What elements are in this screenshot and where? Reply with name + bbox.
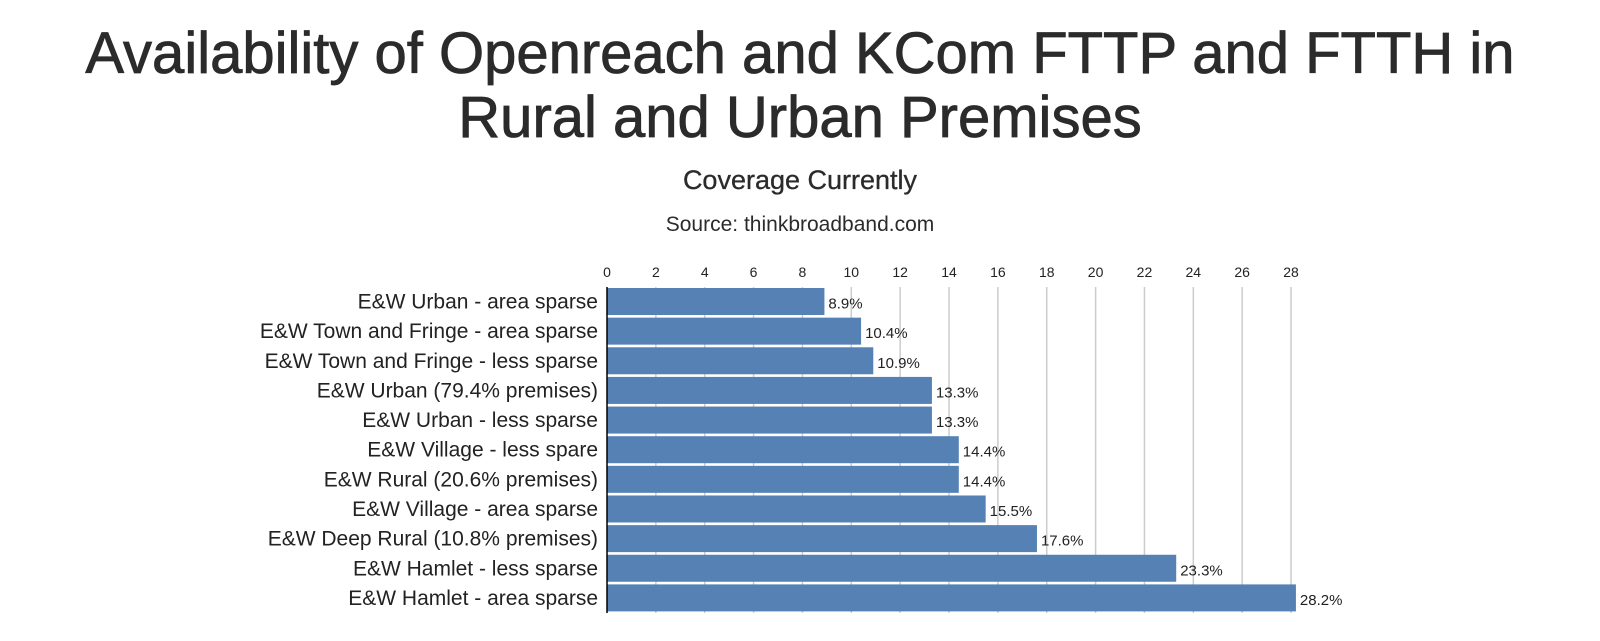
category-label: E&W Town and Fringe - less sparse <box>265 350 598 373</box>
bar <box>607 584 1296 612</box>
bar <box>607 525 1037 553</box>
category-label: E&W Hamlet - less sparse <box>353 557 598 580</box>
chart-title: Availability of Openreach and KCom FTTP … <box>0 21 1600 150</box>
bar <box>607 317 862 345</box>
x-tick-label: 8 <box>799 264 807 280</box>
bar <box>607 436 959 464</box>
data-label: 10.4% <box>865 325 908 342</box>
x-tick-label: 4 <box>701 264 709 280</box>
category-label: E&W Deep Rural (10.8% premises) <box>268 528 598 551</box>
x-tick-label: 16 <box>990 264 1006 280</box>
data-label: 17.6% <box>1041 533 1084 550</box>
chart-subtitle: Coverage Currently <box>682 165 918 195</box>
bar <box>607 406 932 434</box>
data-label: 10.9% <box>877 355 920 372</box>
category-label: E&W Village - less spare <box>367 439 598 462</box>
data-label: 8.9% <box>828 296 862 313</box>
data-label: 23.3% <box>1180 562 1223 579</box>
category-label: E&W Village - area sparse <box>352 498 598 521</box>
data-label: 13.3% <box>936 414 979 431</box>
x-tick-label: 12 <box>892 264 908 280</box>
bar <box>607 465 959 493</box>
chart-source: Source: thinkbroadband.com <box>665 213 935 236</box>
bar <box>607 495 986 523</box>
category-label: E&W Urban (79.4% premises) <box>317 379 598 402</box>
category-label: E&W Urban - less sparse <box>362 409 598 432</box>
data-label: 13.3% <box>936 384 979 401</box>
data-label: 28.2% <box>1300 592 1343 609</box>
x-tick-label: 28 <box>1283 264 1299 280</box>
chart-title-line-1: Availability of Openreach and KCom FTTP … <box>85 21 1515 86</box>
x-tick-label: 18 <box>1039 264 1055 280</box>
data-label: 14.4% <box>963 473 1006 490</box>
x-tick-label: 22 <box>1137 264 1153 280</box>
x-tick-label: 6 <box>750 264 758 280</box>
x-tick-label: 20 <box>1088 264 1104 280</box>
bar <box>607 347 874 375</box>
data-label: 15.5% <box>990 503 1033 520</box>
x-tick-label: 24 <box>1186 264 1202 280</box>
x-tick-label: 14 <box>941 264 957 280</box>
data-label: 14.4% <box>963 444 1006 461</box>
x-tick-label: 2 <box>652 264 660 280</box>
category-label: E&W Rural (20.6% premises) <box>324 468 598 491</box>
x-tick-label: 26 <box>1234 264 1250 280</box>
chart-title-line-2: Rural and Urban Premises <box>458 85 1142 150</box>
category-label: E&W Urban - area sparse <box>358 291 598 314</box>
bar <box>607 288 825 315</box>
category-label: E&W Hamlet - area sparse <box>348 587 598 610</box>
category-label: E&W Town and Fringe - area sparse <box>260 320 598 343</box>
bar <box>607 376 932 404</box>
x-tick-label: 10 <box>844 264 860 280</box>
x-tick-label: 0 <box>603 264 611 280</box>
bar <box>607 554 1177 582</box>
